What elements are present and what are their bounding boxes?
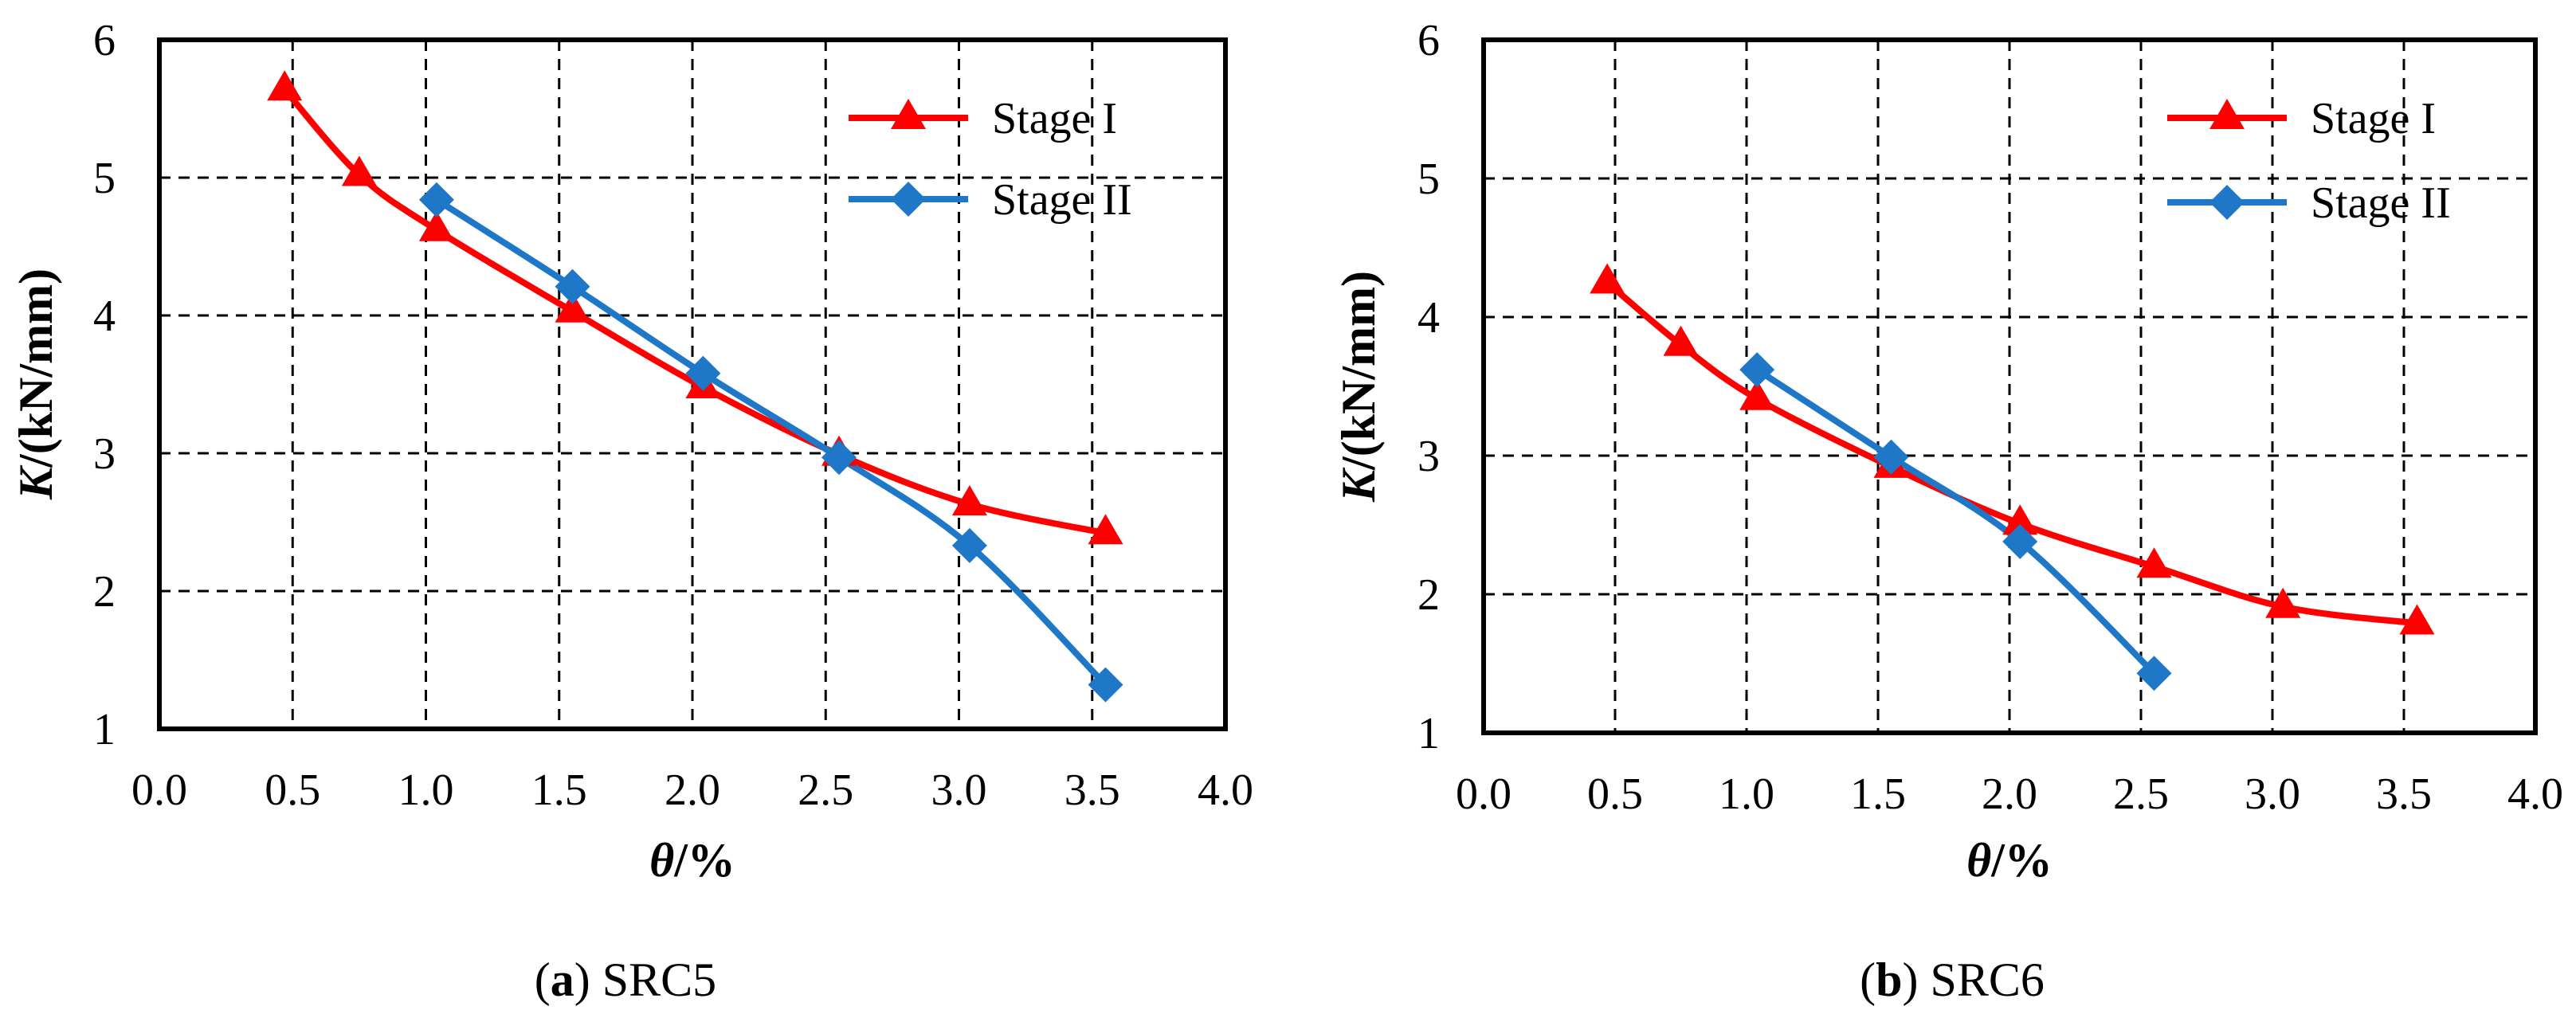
panel-a-caption: (a) SRC5 xyxy=(535,954,716,1006)
panel-a-chart: 1 2 3 4 5 6 0.0 0.5 1.0 1.5 2.0 2.5 3.0 3.5 4.0 θ/% K… xyxy=(10,16,1253,1006)
panel-a-point-stage-ii xyxy=(555,268,590,304)
panel-b-caption: (b) SRC6 xyxy=(1860,954,2045,1006)
panel-b-y-tick-label: 5 xyxy=(1417,155,1440,204)
panel-b-y-axis-title: K/(kN/mm) xyxy=(1332,271,1385,503)
panel-a-grid xyxy=(159,40,1225,729)
panel-b-legend-stage1-marker xyxy=(2209,99,2245,129)
panel-a-x-tick-label: 1.0 xyxy=(398,766,454,815)
panel-a-series-layer xyxy=(267,70,1123,703)
panel-a-caption-label: a xyxy=(551,954,574,1006)
panel-b-series-line-stage-i xyxy=(1604,279,2421,627)
panel-a-y-tick-labels: 1 2 3 4 5 6 xyxy=(93,16,116,754)
panel-a-point-stage-ii xyxy=(1088,667,1123,703)
panel-b-x-tick-label: 1.0 xyxy=(1719,770,1774,819)
panel-a-x-axis-unit: /% xyxy=(673,834,735,887)
panel-b-chart: 1 2 3 4 5 6 0.0 0.5 1.0 1.5 2.0 2.5 3.0 3.5 4.0 θ/% K… xyxy=(1332,16,2563,1006)
panel-a-caption-text: SRC5 xyxy=(602,954,716,1006)
panel-a-point-stage-ii xyxy=(418,182,454,217)
panel-a-x-tick-label: 3.5 xyxy=(1065,766,1120,815)
panel-b-y-axis-unit: /(kN/mm) xyxy=(1332,271,1385,471)
panel-a-point-stage-i xyxy=(555,292,590,323)
panel-a-y-tick-label: 6 xyxy=(93,16,116,65)
panel-b-x-tick-label: 3.5 xyxy=(2376,770,2432,819)
panel-b-point-stage-i xyxy=(1590,263,1625,294)
panel-a-y-tick-label: 1 xyxy=(93,705,116,754)
panel-a-point-stage-ii xyxy=(821,440,857,476)
panel-a-point-stage-ii xyxy=(685,355,721,391)
panel-a-y-tick-label: 3 xyxy=(93,429,116,479)
panel-b-y-tick-labels: 1 2 3 4 5 6 xyxy=(1417,16,1440,758)
panel-b-point-stage-i xyxy=(1739,379,1775,410)
panel-b-plot-frame xyxy=(1481,37,2538,735)
panel-b-y-tick-label: 3 xyxy=(1417,432,1440,481)
panel-b-point-stage-ii xyxy=(1739,352,1775,388)
panel-b-series-line-stage-ii xyxy=(1754,366,2158,677)
panel-a-x-tick-label: 2.5 xyxy=(798,766,853,815)
panel-b-point-stage-ii xyxy=(1873,439,1909,475)
panel-b-x-tick-labels: 0.0 0.5 1.0 1.5 2.0 2.5 3.0 3.5 4.0 xyxy=(1456,770,2563,819)
panel-b-point-stage-i xyxy=(1663,325,1699,356)
panel-a-x-axis-title: θ/% xyxy=(649,834,735,887)
panel-b-x-tick-label: 4.0 xyxy=(2507,770,2563,819)
panel-a-point-stage-i xyxy=(267,70,303,101)
panel-a-point-stage-i xyxy=(418,210,454,241)
panel-b-legend-stage2-label: Stage II xyxy=(2311,178,2451,228)
panel-a-series-line-stage-i xyxy=(281,86,1109,537)
panel-a-y-tick-label: 5 xyxy=(93,154,116,203)
panel-a-point-stage-ii xyxy=(951,527,987,563)
panel-b-point-stage-i xyxy=(2265,587,2301,618)
panel-b-point-stage-ii xyxy=(2002,523,2038,559)
panel-a-legend-stage1-marker xyxy=(891,99,926,129)
panel-a-point-stage-i xyxy=(951,485,987,515)
panel-a-plot-frame xyxy=(157,37,1228,731)
panel-b-legend-stage2-marker xyxy=(2209,185,2245,220)
panel-a-point-stage-i xyxy=(341,155,377,186)
panel-b-caption-label: b xyxy=(1876,954,1902,1006)
panel-a-x-tick-label: 0.0 xyxy=(131,766,187,815)
panel-b-x-tick-label: 3.0 xyxy=(2245,770,2300,819)
panel-a-x-tick-labels: 0.0 0.5 1.0 1.5 2.0 2.5 3.0 3.5 4.0 xyxy=(131,766,1253,815)
panel-b-point-stage-i xyxy=(2002,504,2038,535)
panel-a-legend-stage2-label: Stage II xyxy=(992,175,1132,225)
panel-b-grid xyxy=(1484,40,2535,733)
panel-a-x-axis-symbol: θ xyxy=(649,834,674,887)
panel-a-y-tick-label: 2 xyxy=(93,567,116,617)
panel-a-x-tick-label: 4.0 xyxy=(1198,766,1253,815)
panel-b-x-axis-symbol: θ xyxy=(1966,834,1991,887)
panel-b-series-layer xyxy=(1590,263,2435,691)
panel-a-legend-stage1-label: Stage I xyxy=(992,94,1117,143)
panel-a-x-tick-label: 1.5 xyxy=(531,766,587,815)
panel-b-point-stage-i xyxy=(2399,604,2435,635)
panel-b-x-tick-label: 1.5 xyxy=(1850,770,1906,819)
panel-a-x-tick-label: 0.5 xyxy=(265,766,320,815)
panel-b-y-tick-label: 2 xyxy=(1417,570,1440,620)
panel-a-x-tick-label: 2.0 xyxy=(665,766,720,815)
panel-b-point-stage-ii xyxy=(2136,656,2172,691)
panel-b-y-axis-symbol: K xyxy=(1332,467,1385,503)
panel-a-x-tick-label: 3.0 xyxy=(931,766,987,815)
panel-a-legend-stage2-marker xyxy=(891,182,926,217)
panel-b-x-tick-label: 0.5 xyxy=(1587,770,1643,819)
panel-a-legend: Stage I Stage II xyxy=(849,94,1132,225)
panel-b-x-tick-label: 2.5 xyxy=(2113,770,2169,819)
panel-b-x-axis-unit: /% xyxy=(1990,834,2053,887)
panel-b-x-axis-title: θ/% xyxy=(1966,834,2053,887)
panel-a-y-axis-symbol: K xyxy=(10,464,62,500)
panel-a-point-stage-i xyxy=(1088,514,1123,545)
panel-b-x-tick-label: 2.0 xyxy=(1982,770,2037,819)
panel-b-y-tick-label: 6 xyxy=(1417,16,1440,65)
panel-a-series-line-stage-ii xyxy=(433,196,1109,688)
panel-b-y-tick-label: 1 xyxy=(1417,709,1440,758)
panel-b-caption-text: SRC6 xyxy=(1930,954,2044,1006)
panel-a-y-axis-title: K/(kN/mm) xyxy=(10,268,62,500)
panel-a-y-tick-label: 4 xyxy=(93,292,116,341)
panel-a-y-axis-unit: /(kN/mm) xyxy=(10,268,62,468)
panel-b-point-stage-i xyxy=(2136,547,2172,578)
panel-b-legend: Stage I Stage II xyxy=(2167,94,2451,228)
panel-b-y-tick-label: 4 xyxy=(1417,293,1440,343)
panel-b-legend-stage1-label: Stage I xyxy=(2311,94,2436,143)
panel-b-x-tick-label: 0.0 xyxy=(1456,770,1511,819)
